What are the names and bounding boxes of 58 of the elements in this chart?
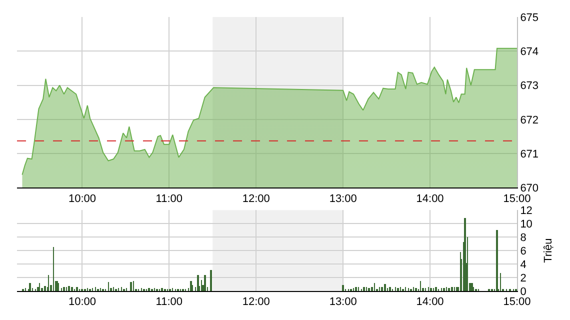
y-tick-label: 672 bbox=[520, 114, 539, 126]
bar bbox=[435, 287, 437, 291]
y-tick-label: 670 bbox=[520, 182, 539, 195]
x-tick-label: 15:00 bbox=[503, 296, 531, 308]
x-tick-label: 12:00 bbox=[242, 192, 270, 205]
bar bbox=[355, 287, 357, 291]
bar bbox=[197, 275, 199, 291]
x-tick-label: 15:00 bbox=[503, 192, 531, 205]
y-tick-label: 12 bbox=[520, 205, 532, 218]
x-tick-label: 11:00 bbox=[156, 296, 183, 308]
bar bbox=[130, 282, 132, 291]
bar bbox=[29, 283, 31, 291]
y-tick-label: 673 bbox=[520, 80, 539, 92]
bar bbox=[389, 287, 391, 291]
bar bbox=[210, 270, 212, 291]
x-tick-label: 13:00 bbox=[329, 192, 357, 205]
bar bbox=[397, 288, 399, 291]
x-tick-label: 10:00 bbox=[68, 192, 96, 205]
bar bbox=[37, 287, 39, 291]
x-tick-label: 14:00 bbox=[416, 296, 444, 308]
bar bbox=[148, 288, 150, 291]
y-tick-label: 4 bbox=[520, 258, 526, 271]
y-tick-label: 10 bbox=[520, 218, 532, 230]
y-tick-label: 8 bbox=[520, 232, 526, 244]
bar bbox=[68, 286, 70, 291]
bar bbox=[415, 288, 417, 291]
x-tick-label: 14:00 bbox=[416, 192, 444, 205]
bar bbox=[443, 288, 445, 291]
y-axis-title: Triệu bbox=[542, 238, 555, 263]
y-tick-label: 674 bbox=[520, 46, 539, 58]
bar bbox=[384, 284, 386, 291]
bar bbox=[63, 287, 65, 291]
y-tick-label: 675 bbox=[520, 12, 539, 24]
bar bbox=[448, 288, 450, 291]
bar bbox=[430, 288, 432, 291]
bar bbox=[368, 288, 370, 291]
y-tick-label: 671 bbox=[520, 148, 539, 160]
bar bbox=[371, 287, 373, 291]
bar bbox=[342, 285, 344, 291]
bar bbox=[381, 287, 383, 291]
x-tick-label: 11:00 bbox=[156, 192, 183, 205]
bar bbox=[496, 230, 498, 291]
x-tick-label: 10:00 bbox=[68, 296, 96, 308]
bar bbox=[71, 287, 73, 291]
y-tick-label: 6 bbox=[520, 245, 526, 258]
x-tick-label: 13:00 bbox=[329, 296, 357, 308]
bar bbox=[471, 283, 473, 291]
bar bbox=[464, 218, 466, 291]
bar bbox=[44, 286, 46, 291]
bar bbox=[161, 288, 163, 291]
bar bbox=[190, 281, 192, 291]
bar bbox=[76, 287, 78, 291]
bar bbox=[363, 287, 365, 291]
y-tick-label: 0 bbox=[520, 286, 526, 298]
bar bbox=[204, 275, 206, 291]
x-tick-label: 12:00 bbox=[242, 296, 270, 308]
bar bbox=[451, 287, 453, 291]
y-tick-label: 2 bbox=[520, 272, 526, 284]
